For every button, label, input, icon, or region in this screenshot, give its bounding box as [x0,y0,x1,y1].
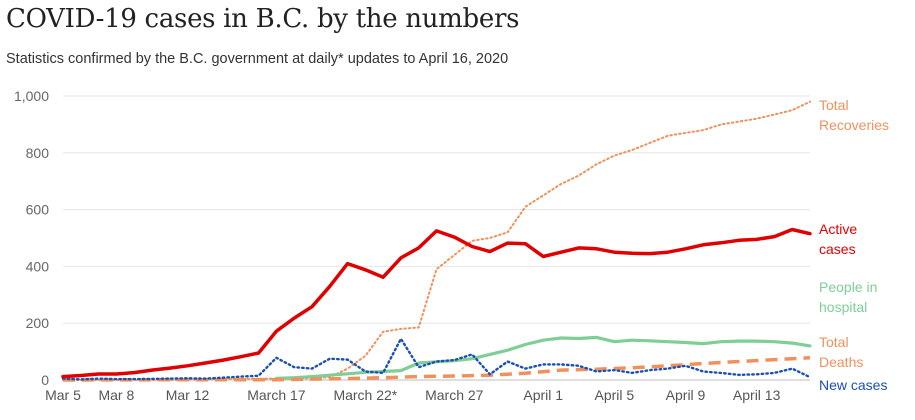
x-axis: Mar 5 Mar 8 Mar 12 March 17 March 22* March 2… [45,387,780,403]
x-tick-label: April 13 [733,387,781,403]
y-tick-label: 600 [26,202,50,218]
series-line-people-in-hospital [274,335,812,380]
x-tick-label: Mar 5 [45,387,81,403]
series-labels: Total Recoveries Active cases People in hospi… [819,97,889,393]
series-label-total-recoveries: Total Recoveries [819,97,889,133]
series-line-total-deaths [62,356,811,382]
x-tick-label: April 1 [523,387,563,403]
x-tick-label: April 9 [666,387,706,403]
y-axis: 0 200 400 600 800 1,000 [14,88,49,388]
y-tick-label: 0 [41,372,49,388]
series-label-active-cases: Active cases [819,221,857,257]
y-tick-label: 800 [26,145,50,161]
chart-title: COVID-19 cases in B.C. by the numbers [6,4,520,34]
gridlines [63,95,810,381]
series-label-people-in-hospital: People in hospital [819,279,877,315]
x-tick-label: April 5 [595,387,635,403]
y-tick-label: 200 [26,315,50,331]
x-tick-label: March 22* [333,387,397,403]
series-label-total-deaths: Total Deaths [819,334,863,370]
x-tick-label: March 17 [247,387,306,403]
chart-subtitle: Statistics confirmed by the B.C. governm… [6,51,509,67]
series-line-total-recoveries [62,100,811,381]
x-tick-label: Mar 12 [166,387,210,403]
series-lines [61,100,812,382]
series-line-active-cases [61,227,812,379]
y-tick-label: 1,000 [14,88,49,104]
x-tick-label: Mar 8 [98,387,134,403]
series-line-new-cases [61,337,812,381]
series-label-new-cases: New cases [819,377,887,393]
y-tick-label: 400 [26,258,50,274]
x-tick-label: March 27 [425,387,484,403]
